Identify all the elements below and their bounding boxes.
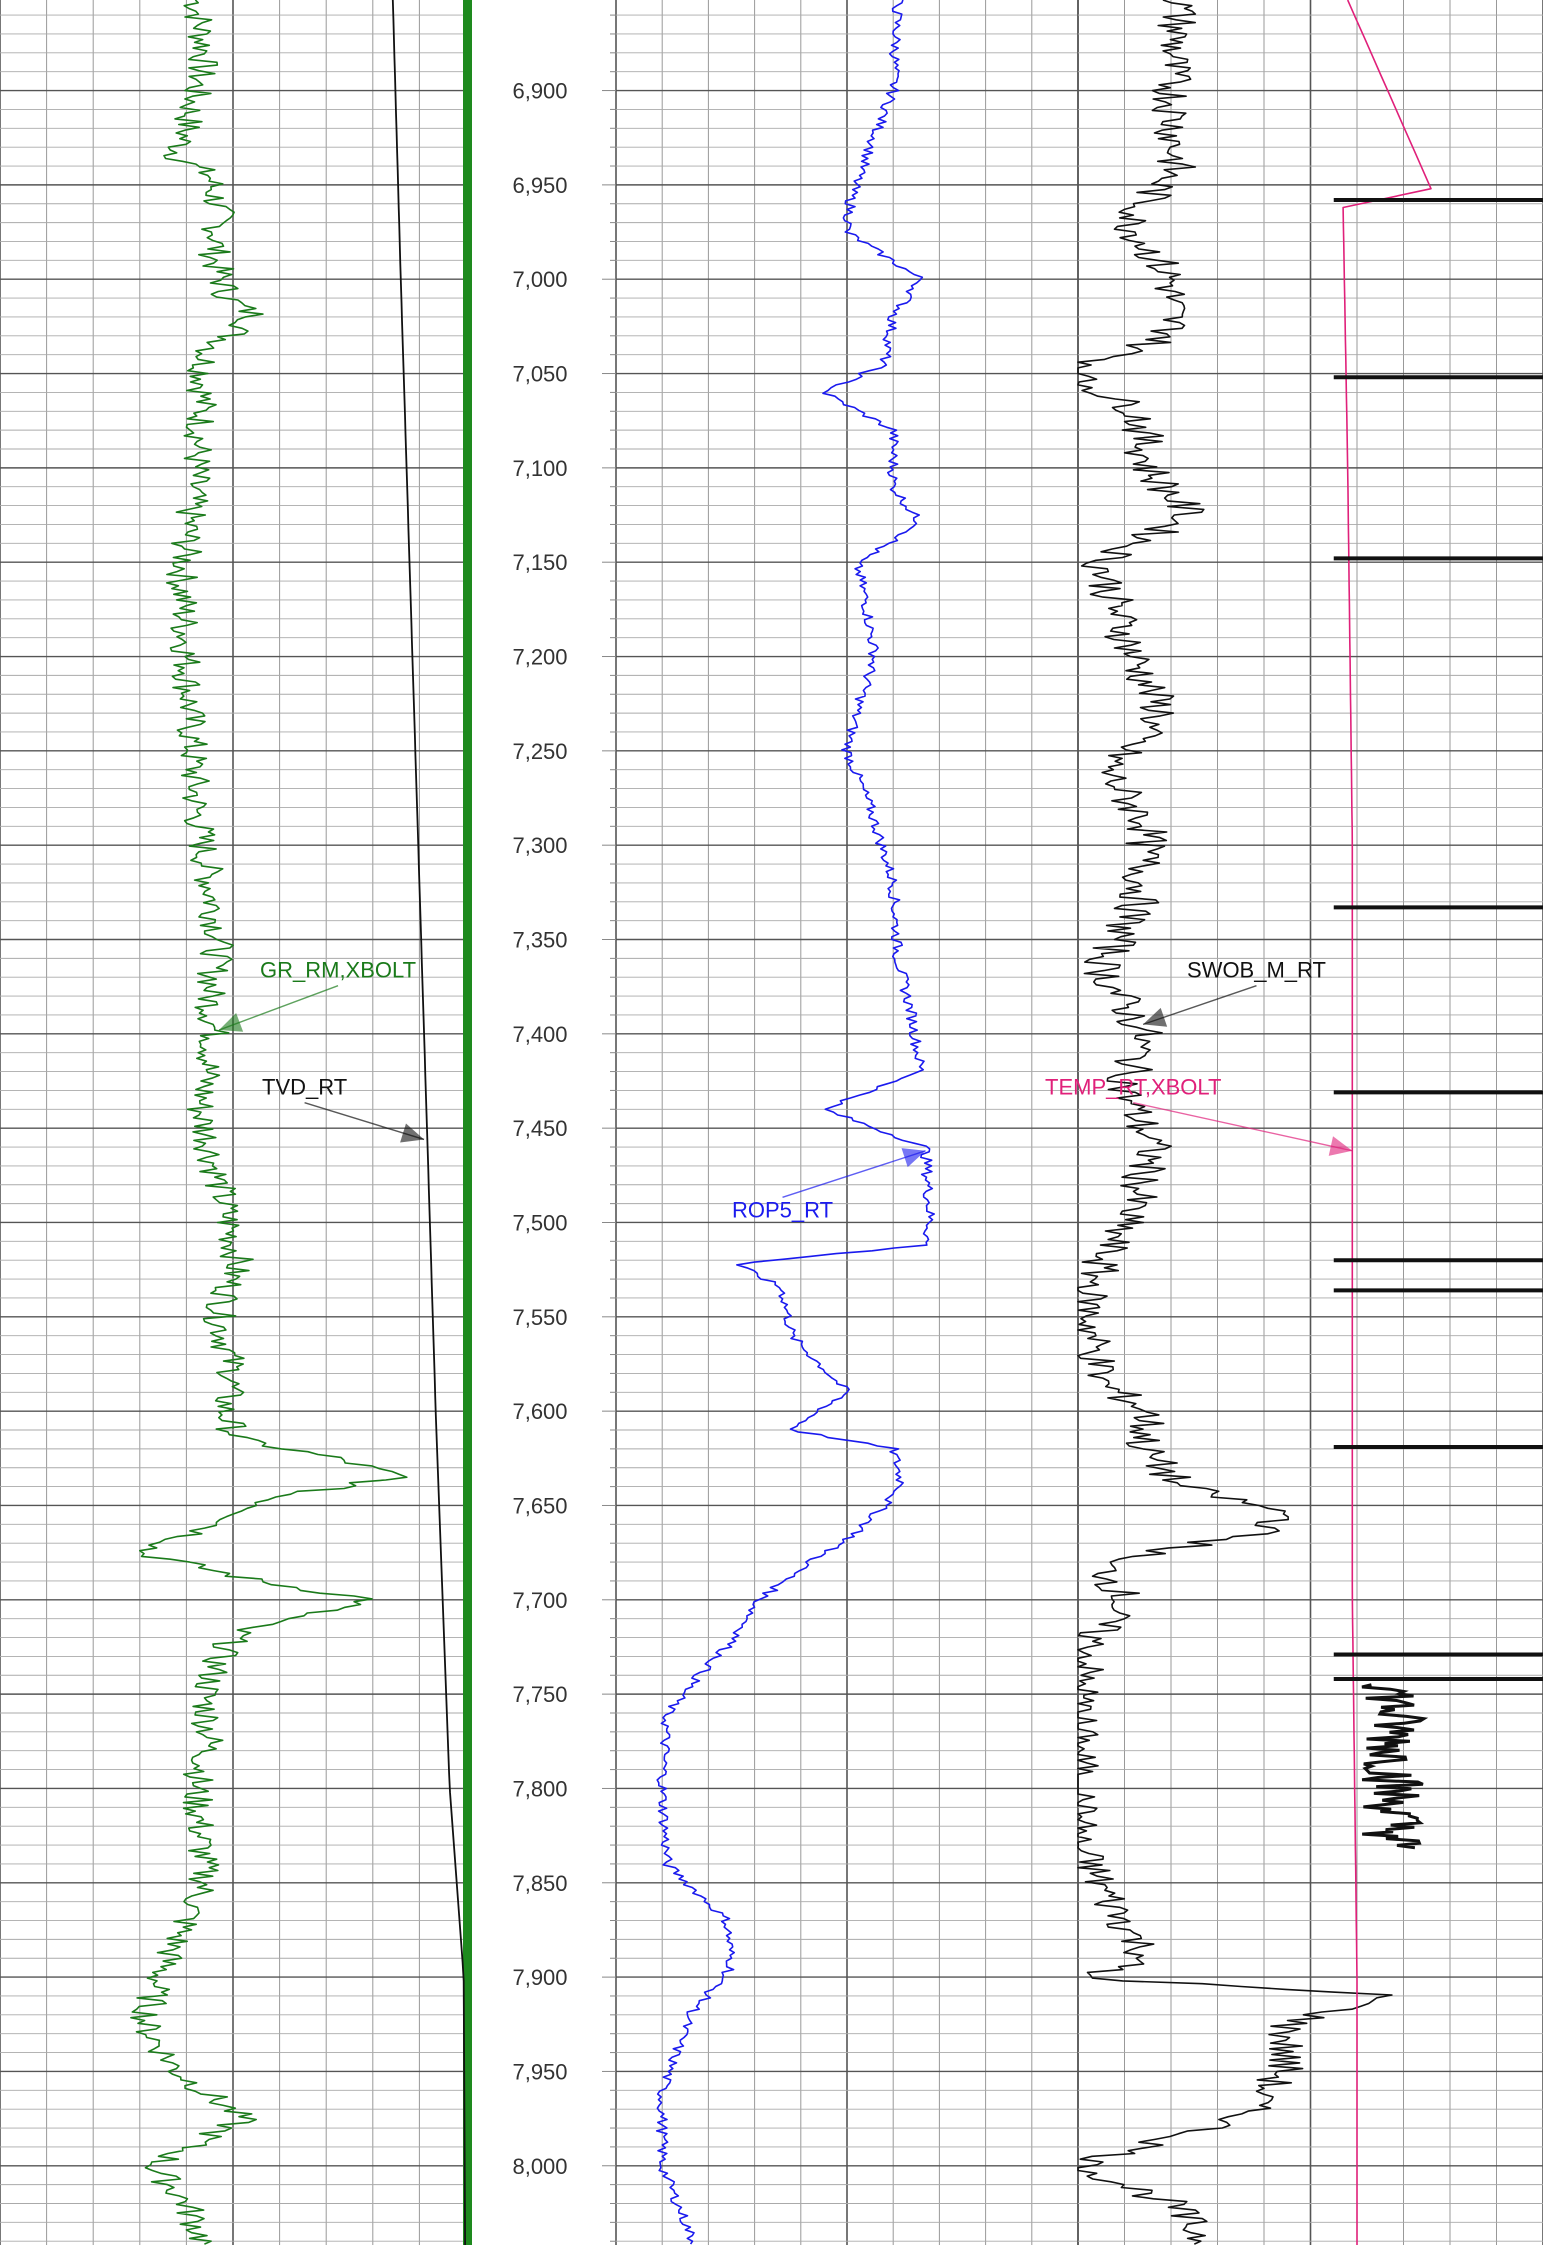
label-arrow-line [782,1150,926,1198]
label-arrowhead [219,1013,244,1032]
depth-tick-label: 7,550 [512,1305,567,1330]
depth-tick-label: 6,950 [512,173,567,198]
depth-tick-label: 7,350 [512,928,567,953]
label-arrow-line [1133,1101,1353,1152]
depth-tick-label: 7,800 [512,1776,567,1801]
label-arrowhead [1328,1136,1353,1156]
depth-tick-label: 6,900 [512,79,567,104]
curve-label: TEMP_RT,XBOLT [1045,1075,1221,1100]
log-curves [130,0,1543,2245]
label-arrowhead [901,1148,926,1168]
depth-tick-label: 7,700 [512,1588,567,1613]
curve-label: GR_RM,XBOLT [260,958,416,983]
depth-tick-label: 7,100 [512,456,567,481]
curve-label: SWOB_M_RT [1187,958,1326,983]
depth-tick-label: 7,200 [512,645,567,670]
curve-label: TVD_RT [262,1075,347,1100]
curve-temp-rt-xbolt [1342,0,1432,2245]
depth-tick-label: 7,950 [512,2059,567,2084]
depth-tick-label: 7,300 [512,833,567,858]
depth-tick-label: 7,150 [512,550,567,575]
curve-annotations: GR_RM,XBOLT TVD_RT ROP5_RT SWOB_M_RT TEMP_RT… [218,958,1353,1222]
depth-tick-label: 7,900 [512,1965,567,1990]
label-arrowhead [400,1123,425,1143]
depth-tick-label: 7,450 [512,1116,567,1141]
curve-label: ROP5_RT [732,1197,833,1222]
depth-tick-label: 7,850 [512,1871,567,1896]
depth-tick-label: 7,400 [512,1022,567,1047]
curve-gr-rm-xbolt [130,0,408,2245]
depth-tick-label: 7,650 [512,1493,567,1518]
grid-track-1 [0,0,467,2245]
depth-tick-label: 7,500 [512,1210,567,1235]
depth-tick-label: 7,600 [512,1399,567,1424]
track-separator [463,0,472,2245]
depth-axis: 6,900 6,950 7,000 7,050 7,100 7,150 7,200 7,250… [512,14,616,2242]
grid-track-2 [615,0,1079,2245]
curve-tvd-rt [391,0,466,2245]
curve-rop5-rt [655,0,936,2245]
swob-wrap-curve [1361,1683,1429,1850]
label-arrowhead [1143,1007,1168,1027]
grid-track-3 [1077,0,1543,2245]
depth-tick-label: 7,000 [512,267,567,292]
curve-swob-m-rt [1077,0,1393,2245]
depth-tick-label: 7,050 [512,362,567,387]
depth-tick-label: 8,000 [512,2154,567,2179]
depth-tick-label: 7,750 [512,1682,567,1707]
depth-tick-label: 7,250 [512,739,567,764]
